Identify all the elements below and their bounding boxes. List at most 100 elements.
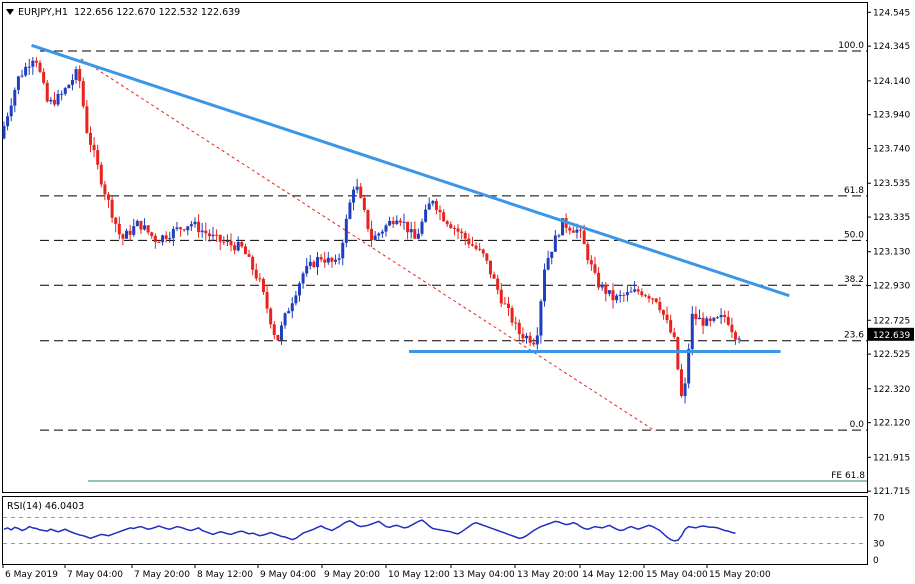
candle-body: [207, 233, 211, 237]
candle-body: [416, 233, 420, 239]
price-tick-label: 122.930: [873, 282, 910, 292]
candle-body: [499, 289, 503, 304]
candle-body: [496, 278, 500, 290]
candle-body: [272, 324, 276, 335]
candle-body: [161, 235, 165, 243]
candle-body: [114, 217, 118, 224]
candle-body: [290, 303, 294, 312]
candle-body: [687, 349, 691, 384]
candle-body: [579, 229, 583, 231]
candle-body: [20, 75, 24, 77]
time-axis: 6 May 2019 7 May 04:00 7 May 20:00 8 May 12…: [2, 564, 771, 580]
candle-body: [543, 269, 547, 302]
candle-body: [146, 225, 150, 233]
fib-swing-line: [80, 58, 656, 432]
candle-body: [715, 317, 719, 319]
candle-body: [121, 234, 125, 239]
price-tick-label: 122.320: [873, 385, 910, 395]
candle-body: [384, 225, 388, 232]
dropdown-triangle-icon[interactable]: [6, 9, 14, 15]
candle-body: [355, 186, 359, 190]
candle-body: [78, 69, 82, 82]
candle-body: [485, 253, 489, 261]
rsi-pane-border: [2, 496, 868, 565]
candle-body: [287, 311, 291, 314]
candle-body: [723, 314, 727, 318]
candle-body: [233, 245, 237, 251]
candle-body: [348, 202, 352, 219]
candle-body: [406, 221, 410, 233]
candle-body: [503, 303, 507, 305]
candle-body: [600, 284, 604, 288]
price-tick-label: 123.740: [873, 145, 910, 155]
candle-body: [557, 235, 561, 237]
candle-body: [535, 335, 539, 345]
candle-body: [56, 94, 60, 105]
candle-body: [705, 318, 709, 326]
candle-body: [521, 334, 525, 339]
candle-body: [283, 313, 287, 326]
candle-body: [449, 224, 453, 229]
time-tick-label: 13 May 20:00: [517, 570, 579, 580]
candle-body: [712, 317, 716, 321]
candle-body: [337, 258, 341, 260]
candle-body: [438, 209, 442, 213]
candle-body: [478, 248, 482, 250]
candle-body: [568, 227, 572, 231]
time-tick-label: 15 May 04:00: [646, 570, 708, 580]
rsi-indicator: 70 30 0: [3, 514, 885, 566]
candle-body: [330, 257, 334, 262]
candle-body: [460, 231, 464, 233]
candle-body: [67, 84, 71, 89]
price-tick-label: 123.130: [873, 248, 910, 258]
candle-body: [157, 242, 161, 244]
candle-body: [593, 264, 597, 273]
candle-body: [31, 60, 35, 67]
candle-body: [661, 310, 665, 315]
candle-body: [52, 99, 56, 105]
candle-body: [586, 244, 590, 261]
candle-body: [636, 289, 640, 292]
candle-body: [204, 230, 208, 234]
symbol-label: EURJPY,H1: [18, 7, 68, 18]
candle-body: [734, 332, 738, 340]
time-tick-label: 6 May 2019: [5, 570, 58, 580]
candle-body: [467, 238, 471, 245]
candle-body: [99, 164, 103, 185]
candle-body: [643, 295, 647, 297]
candle-body: [276, 334, 280, 341]
candle-body: [74, 69, 78, 80]
time-tick-label: 15 May 20:00: [709, 570, 771, 580]
candle-body: [42, 71, 46, 83]
candle-body: [679, 369, 683, 396]
candle-body: [297, 283, 301, 296]
time-tick-label: 7 May 04:00: [67, 570, 123, 580]
candle-body: [362, 197, 366, 211]
candle-body: [261, 278, 265, 293]
time-tick-label: 8 May 12:00: [197, 570, 253, 580]
candle-body: [395, 220, 399, 225]
candle-body: [24, 66, 28, 76]
candle-body: [431, 200, 435, 204]
candle-body: [672, 332, 676, 338]
trendlines[interactable]: [31, 43, 790, 354]
candle-body: [510, 308, 514, 323]
candle-body: [618, 294, 622, 296]
candle-body: [352, 189, 356, 203]
candle-body: [229, 240, 233, 246]
price-axis: 124.545 124.345 124.140 123.940 123.740 123.5…: [867, 8, 914, 497]
candle-body: [481, 249, 485, 254]
candle-body: [622, 294, 626, 296]
candle-body: [179, 227, 183, 230]
candle-body: [669, 320, 673, 333]
candle-body: [258, 278, 262, 280]
candle-body: [218, 234, 222, 242]
time-tick-label: 7 May 20:00: [134, 570, 190, 580]
candle-body: [247, 254, 251, 257]
candle-body: [571, 230, 575, 233]
candle-body: [427, 203, 431, 210]
rsi-axis-label: 70: [873, 514, 885, 524]
fib-level-label: 0.0: [850, 420, 865, 430]
candle-body: [38, 62, 42, 72]
